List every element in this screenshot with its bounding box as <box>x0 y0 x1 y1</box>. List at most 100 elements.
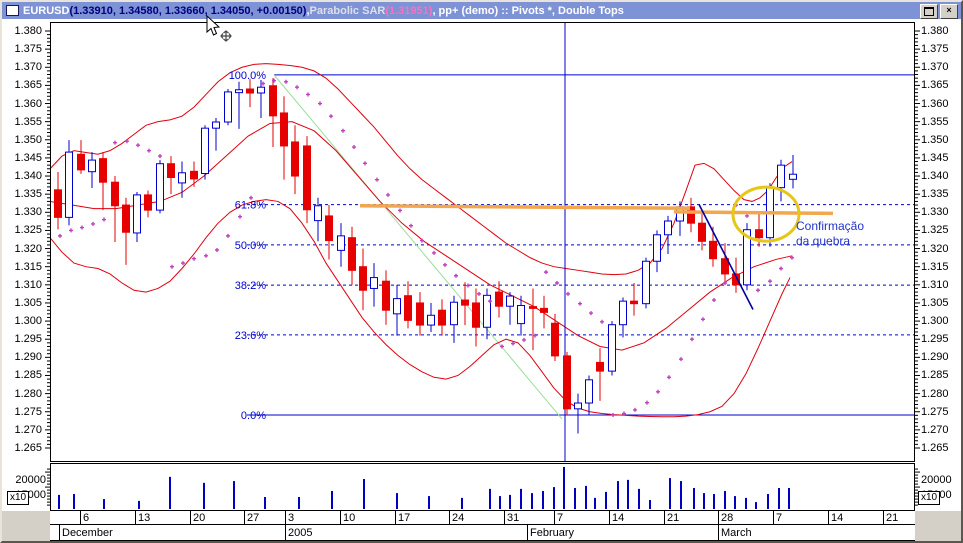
week-separator <box>554 511 555 525</box>
week-separator <box>340 511 341 525</box>
price-label: 1.335 <box>14 188 42 201</box>
volume-label-left-20000: 20000 <box>15 474 46 486</box>
day-axis-strip: 6 13 20 27 3 10 17 24 31 7 14 21 28 7 14 21 <box>50 511 915 525</box>
month-separator <box>718 525 719 540</box>
price-label: 1.315 <box>921 260 949 273</box>
week-label: 14 <box>612 512 625 524</box>
close-button[interactable]: × <box>940 4 958 19</box>
price-label: 1.375 <box>14 43 42 56</box>
price-label: 1.340 <box>14 170 42 183</box>
week-separator <box>449 511 450 525</box>
week-separator <box>244 511 245 525</box>
week-separator <box>718 511 719 525</box>
price-chart-area[interactable] <box>50 22 915 462</box>
price-label: 1.360 <box>921 97 949 110</box>
price-label: 1.380 <box>14 25 42 37</box>
week-separator <box>883 511 884 525</box>
week-separator <box>190 511 191 525</box>
week-label: 6 <box>83 512 90 524</box>
price-label: 1.365 <box>14 79 42 92</box>
week-label: 21 <box>886 512 899 524</box>
price-label: 1.305 <box>14 296 42 309</box>
price-label: 1.295 <box>921 333 949 346</box>
price-label: 1.290 <box>14 351 42 364</box>
week-label: 10 <box>343 512 356 524</box>
week-label: 24 <box>452 512 465 524</box>
price-label: 1.330 <box>921 206 949 219</box>
price-label: 1.310 <box>14 278 42 291</box>
week-separator <box>395 511 396 525</box>
price-label: 1.295 <box>14 333 42 346</box>
price-label: 1.370 <box>921 61 949 74</box>
price-label: 1.325 <box>921 224 949 237</box>
volume-panel[interactable] <box>50 463 915 511</box>
month-separator <box>59 525 60 540</box>
price-label: 1.270 <box>921 423 949 436</box>
week-label: 13 <box>138 512 151 524</box>
week-separator <box>135 511 136 525</box>
price-label: 1.330 <box>14 206 42 219</box>
volume-multiplier-right: x10 <box>918 491 941 505</box>
price-label: 1.315 <box>14 260 42 273</box>
title-sar-value: (1.31951) <box>385 4 433 17</box>
week-separator <box>773 511 774 525</box>
price-label: 1.370 <box>14 61 42 74</box>
week-label: 20 <box>193 512 206 524</box>
week-label: 28 <box>721 512 734 524</box>
price-label: 1.270 <box>14 423 42 436</box>
price-label: 1.280 <box>921 387 949 400</box>
month-axis-strip: December 2005 February March <box>50 525 915 541</box>
window-icon[interactable] <box>6 5 19 16</box>
price-label: 1.340 <box>921 170 949 183</box>
title-sep: , <box>306 4 310 17</box>
week-label: 7 <box>557 512 564 524</box>
month-label: February <box>530 527 575 539</box>
week-separator <box>664 511 665 525</box>
price-label: 1.285 <box>921 369 949 382</box>
week-label: 7 <box>776 512 783 524</box>
maximize-button[interactable] <box>920 4 938 19</box>
week-separator <box>504 511 505 525</box>
month-label: 2005 <box>288 527 313 539</box>
price-label: 1.280 <box>14 387 42 400</box>
week-separator <box>285 511 286 525</box>
price-label: 1.380 <box>921 25 949 37</box>
price-label: 1.350 <box>921 133 949 146</box>
title-symbol: EURUSD <box>23 4 70 17</box>
week-label: 31 <box>507 512 520 524</box>
bottom-left-gutter <box>2 511 50 541</box>
price-label: 1.265 <box>921 441 949 454</box>
price-label: 1.300 <box>921 315 949 328</box>
bottom-right-gutter <box>915 511 961 541</box>
price-label: 1.275 <box>14 405 42 418</box>
month-label: March <box>721 527 752 539</box>
price-label: 1.275 <box>921 405 949 418</box>
price-label: 1.285 <box>14 369 42 382</box>
price-label: 1.355 <box>14 115 42 128</box>
price-label: 1.290 <box>921 351 949 364</box>
maximize-icon <box>924 7 934 16</box>
week-label: 3 <box>288 512 295 524</box>
price-label: 1.350 <box>14 133 42 146</box>
title-rest: , pp+ (demo) :: Pivots *, Double Tops <box>432 4 624 17</box>
price-label: 1.355 <box>921 115 949 128</box>
price-label: 1.345 <box>921 151 949 164</box>
week-separator <box>80 511 81 525</box>
volume-multiplier-left: x10 <box>7 491 30 505</box>
volume-label-right-20000: 20000 <box>921 474 952 486</box>
price-label: 1.320 <box>921 242 949 255</box>
price-label: 1.375 <box>921 43 949 56</box>
title-bar[interactable]: EURUSD (1.33910, 1.34580, 1.33660, 1.340… <box>2 2 961 19</box>
price-label: 1.360 <box>14 97 42 110</box>
week-label: 27 <box>247 512 260 524</box>
month-separator <box>527 525 528 540</box>
price-label: 1.320 <box>14 242 42 255</box>
week-separator <box>609 511 610 525</box>
month-label: December <box>62 527 113 539</box>
price-label: 1.345 <box>14 151 42 164</box>
week-separator <box>828 511 829 525</box>
title-indicator: Parabolic SAR <box>309 4 386 17</box>
price-label: 1.365 <box>921 79 949 92</box>
price-label: 1.325 <box>14 224 42 237</box>
